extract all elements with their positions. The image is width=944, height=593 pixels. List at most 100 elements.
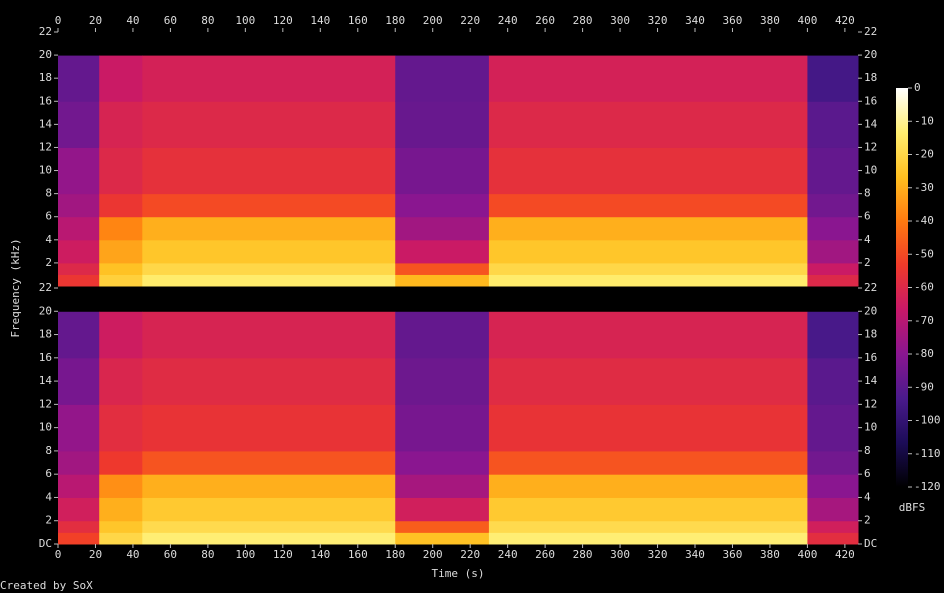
y-tick-label: 18 bbox=[39, 71, 52, 84]
spectrogram-cell bbox=[488, 311, 808, 359]
x-tick-label: 300 bbox=[610, 548, 630, 561]
spectrogram-cell bbox=[99, 101, 143, 148]
spectrogram-cell bbox=[395, 450, 490, 475]
colorbar-tick-label: -20 bbox=[914, 148, 934, 161]
x-tick-label: 340 bbox=[685, 14, 705, 27]
x-axis-title: Time (s) bbox=[432, 567, 485, 580]
spectrogram-cell bbox=[395, 262, 490, 275]
y-tick-label: 4 bbox=[864, 490, 871, 503]
spectrogram-cell bbox=[58, 193, 100, 218]
spectrogram-cell bbox=[99, 450, 143, 475]
y-tick-label: 14 bbox=[864, 117, 878, 130]
colorbar-tick-label: 0 bbox=[914, 81, 921, 94]
x-tick-label: 200 bbox=[423, 14, 443, 27]
spectrogram-cell bbox=[58, 288, 100, 312]
spectrogram-cell bbox=[488, 288, 808, 312]
spectrogram-cell bbox=[142, 32, 396, 56]
spectrogram-cell bbox=[58, 55, 100, 102]
x-tick-label: 120 bbox=[273, 14, 293, 27]
spectrogram-cell bbox=[807, 532, 859, 545]
spectrogram-cell bbox=[99, 147, 143, 195]
spectrogram-cell bbox=[395, 101, 490, 148]
y-tick-label: 12 bbox=[39, 397, 52, 410]
spectrogram-cell bbox=[488, 32, 808, 56]
y-tick-label: DC bbox=[864, 537, 877, 550]
spectrogram-cell bbox=[99, 404, 143, 452]
spectrogram-cell bbox=[807, 32, 859, 56]
spectrogram-cell bbox=[142, 262, 396, 275]
x-tick-label: 280 bbox=[573, 548, 593, 561]
x-tick-label: 360 bbox=[723, 14, 743, 27]
y-tick-label: 4 bbox=[864, 233, 871, 246]
y-tick-label: DC bbox=[39, 537, 52, 550]
colorbar-tick-label: -70 bbox=[914, 314, 934, 327]
spectrogram-cell bbox=[58, 311, 100, 359]
spectrogram-cell bbox=[58, 274, 100, 287]
x-tick-label: 160 bbox=[348, 548, 368, 561]
x-tick-label: 240 bbox=[498, 548, 518, 561]
y-tick-label: 18 bbox=[864, 328, 877, 341]
footer: Created by SoX bbox=[0, 579, 93, 592]
spectrogram-cell bbox=[488, 274, 808, 287]
spectrogram-cell bbox=[807, 216, 859, 241]
x-tick-label: 180 bbox=[385, 548, 405, 561]
y-tick-label: 4 bbox=[45, 233, 52, 246]
spectrogram-cell bbox=[807, 55, 859, 102]
spectrogram-cell bbox=[395, 32, 490, 56]
spectrogram-cell bbox=[807, 450, 859, 475]
spectrogram-cell bbox=[99, 193, 143, 218]
y-tick-label: 20 bbox=[39, 304, 52, 317]
x-tick-label: 40 bbox=[126, 14, 139, 27]
spectrogram-cell bbox=[395, 520, 490, 533]
y-tick-label: 10 bbox=[39, 421, 52, 434]
spectrogram-cell bbox=[807, 239, 859, 264]
x-tick-label: 220 bbox=[460, 14, 480, 27]
x-tick-label: 260 bbox=[535, 14, 555, 27]
y-tick-label: 12 bbox=[864, 140, 877, 153]
spectrogram-cell bbox=[142, 404, 396, 452]
y-tick-label: 20 bbox=[864, 48, 877, 61]
x-tick-label: 100 bbox=[235, 14, 255, 27]
colorbar-tick-label: -80 bbox=[914, 347, 934, 360]
x-tick-label: 180 bbox=[385, 14, 405, 27]
spectrogram-cell bbox=[488, 450, 808, 475]
spectrogram-cell bbox=[99, 497, 143, 522]
spectrogram-cell bbox=[58, 216, 100, 241]
spectrogram-cell bbox=[488, 474, 808, 498]
y-tick-label: 14 bbox=[39, 117, 53, 130]
spectrogram-cell bbox=[395, 532, 490, 545]
spectrogram-cell bbox=[142, 274, 396, 287]
x-tick-label: 80 bbox=[201, 548, 214, 561]
x-tick-label: 20 bbox=[89, 548, 102, 561]
x-tick-label: 400 bbox=[797, 14, 817, 27]
x-tick-label: 260 bbox=[535, 548, 555, 561]
spectrogram-cell bbox=[395, 193, 490, 218]
y-tick-label: 12 bbox=[39, 140, 52, 153]
y-tick-label: 16 bbox=[39, 94, 52, 107]
spectrogram-cell bbox=[142, 55, 396, 102]
spectrogram-cell bbox=[488, 239, 808, 264]
spectrogram-cell bbox=[99, 474, 143, 498]
spectrogram-cell bbox=[142, 497, 396, 522]
spectrogram-cell bbox=[142, 239, 396, 264]
x-tick-label: 200 bbox=[423, 548, 443, 561]
spectrogram-cell bbox=[99, 262, 143, 275]
spectrogram-cell bbox=[58, 357, 100, 405]
spectrogram-cell bbox=[142, 474, 396, 498]
x-tick-label: 100 bbox=[235, 548, 255, 561]
spectrogram-cell bbox=[395, 288, 490, 312]
spectrogram-cell bbox=[99, 216, 143, 241]
y-tick-label: 22 bbox=[864, 281, 877, 294]
spectrogram-cell bbox=[142, 520, 396, 533]
x-tick-label: 0 bbox=[55, 548, 62, 561]
y-tick-label: 12 bbox=[864, 397, 877, 410]
spectrogram-cell bbox=[99, 357, 143, 405]
spectrogram-cell bbox=[142, 147, 396, 195]
x-tick-label: 240 bbox=[498, 14, 518, 27]
spectrogram-cell bbox=[807, 404, 859, 452]
colorbar bbox=[896, 88, 908, 487]
x-tick-label: 60 bbox=[164, 548, 177, 561]
spectrogram-cell bbox=[58, 32, 100, 56]
y-tick-label: 10 bbox=[39, 164, 52, 177]
